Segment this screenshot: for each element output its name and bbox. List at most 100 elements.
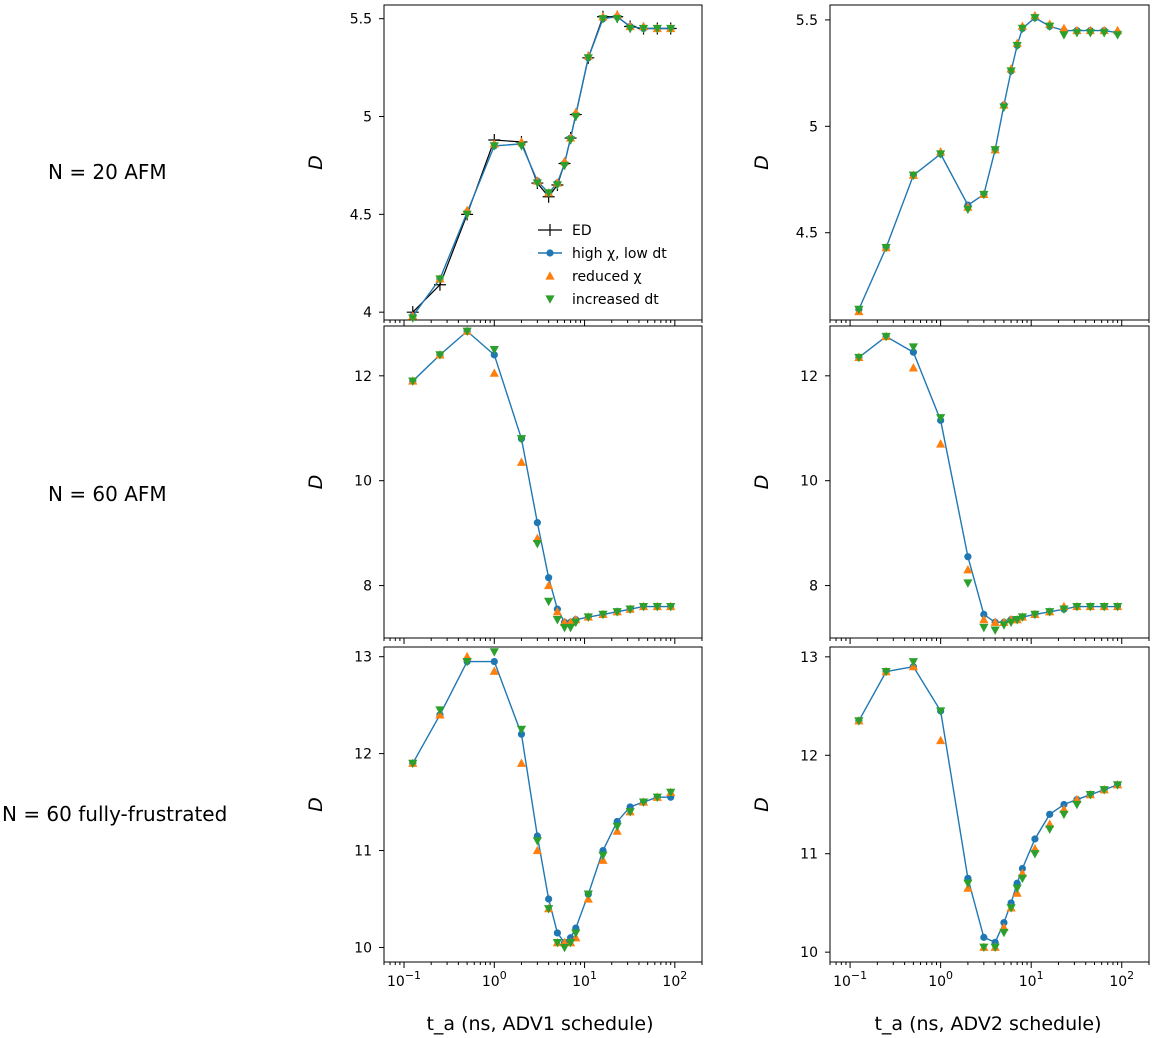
point-increased xyxy=(552,181,562,190)
point-reduced xyxy=(489,666,499,675)
point-increased xyxy=(544,597,554,607)
point-increased xyxy=(638,602,649,612)
point-increased xyxy=(435,275,445,284)
legend-swatch-high xyxy=(546,249,554,257)
row-label-3: N = 60 fully-frustrated xyxy=(2,802,227,826)
point-reduced xyxy=(552,606,562,616)
point-increased xyxy=(908,171,918,181)
point-high xyxy=(545,895,553,903)
point-increased xyxy=(1017,874,1028,884)
point-high xyxy=(1031,835,1039,843)
x-tick-label: 10−1 xyxy=(387,969,421,990)
x-tick-label: 10−1 xyxy=(833,969,867,990)
point-increased xyxy=(583,890,593,899)
panel-row1-col2: 4.5 5 5.5 D xyxy=(751,4,1150,326)
x-axis-label-col1: t_a (ns, ADV1 schedule) xyxy=(426,1013,653,1035)
y-tick-label: 5.5 xyxy=(796,13,818,29)
point-increased xyxy=(979,943,989,953)
y-tick-label: 12 xyxy=(354,747,372,763)
y-tick-label: 11 xyxy=(800,847,818,863)
point-increased xyxy=(999,621,1009,630)
point-increased xyxy=(854,353,864,363)
row-label-1: N = 20 AFM xyxy=(48,160,167,184)
row-label-2: N = 60 AFM xyxy=(48,482,167,506)
point-increased xyxy=(565,939,576,948)
point-increased xyxy=(1085,602,1095,612)
y-tick-label: 8 xyxy=(809,579,818,595)
y-axis-label: D xyxy=(305,475,327,490)
x-tick-label: 101 xyxy=(1019,969,1044,990)
point-reduced xyxy=(565,617,576,626)
point-reduced xyxy=(1059,23,1069,33)
point-increased xyxy=(963,205,973,215)
point-increased xyxy=(435,706,445,715)
point-increased xyxy=(571,929,581,938)
point-increased xyxy=(936,150,946,159)
point-increased xyxy=(999,103,1009,112)
y-axis-label: D xyxy=(751,797,773,812)
series-line-high xyxy=(858,335,1118,623)
y-axis-label: D xyxy=(305,797,327,812)
point-increased xyxy=(936,707,946,716)
point-increased xyxy=(652,793,662,803)
point-increased xyxy=(489,648,499,657)
y-tick-label: 10 xyxy=(800,474,818,490)
point-increased xyxy=(990,146,1000,155)
point-increased xyxy=(963,879,973,889)
y-tick-label: 4.5 xyxy=(796,226,818,242)
x-tick-label: 101 xyxy=(572,969,597,990)
point-increased xyxy=(881,332,891,342)
x-axis-label-col2: t_a (ns, ADV2 schedule) xyxy=(874,1013,1101,1035)
point-increased xyxy=(435,351,445,360)
point-increased xyxy=(999,928,1009,938)
point-increased xyxy=(1099,786,1109,795)
panel-row3-col2: 10 11 12 13 10−1 100 101 102 D xyxy=(751,646,1150,990)
point-increased xyxy=(979,623,989,633)
point-increased xyxy=(1017,24,1028,34)
point-increased xyxy=(489,142,499,151)
panel-frame xyxy=(829,325,1150,639)
y-tick-label: 8 xyxy=(363,579,372,595)
y-axis-label: D xyxy=(751,475,773,490)
point-high xyxy=(490,657,498,666)
point-high xyxy=(980,933,988,941)
panel-row3-col1: 10 11 12 13 10−1 100 101 102 D xyxy=(305,646,703,990)
point-increased xyxy=(559,943,570,953)
panel-frame xyxy=(383,646,703,963)
point-reduced xyxy=(963,565,973,574)
point-reduced xyxy=(544,580,554,590)
point-increased xyxy=(598,851,608,861)
point-increased xyxy=(544,189,554,198)
point-reduced xyxy=(516,457,527,466)
point-increased xyxy=(963,579,973,588)
point-increased xyxy=(552,616,562,625)
point-reduced xyxy=(908,363,918,372)
point-increased xyxy=(1059,605,1069,614)
point-reduced xyxy=(532,533,542,542)
point-increased xyxy=(1012,41,1022,51)
point-increased xyxy=(612,822,622,832)
legend-swatch-reduced xyxy=(545,271,555,280)
y-tick-label: 13 xyxy=(354,650,372,666)
point-increased xyxy=(625,24,635,34)
point-reduced xyxy=(936,439,946,448)
panel-row1-col1: 4 4.5 5 5.5 D xyxy=(305,4,703,326)
point-increased xyxy=(598,610,608,620)
panel-frame xyxy=(829,646,1150,963)
point-increased xyxy=(516,142,527,151)
panel-frame xyxy=(829,4,1150,321)
legend-label-reduced: reduced χ xyxy=(572,269,642,285)
y-tick-label: 11 xyxy=(354,844,372,860)
point-increased xyxy=(1045,608,1055,617)
point-reduced xyxy=(516,758,527,767)
point-high xyxy=(980,610,988,619)
point-increased xyxy=(1112,781,1123,790)
y-tick-label: 4 xyxy=(363,305,372,321)
point-increased xyxy=(1072,602,1082,612)
x-tick-label: 102 xyxy=(1109,969,1134,990)
point-increased xyxy=(1085,791,1095,800)
point-reduced xyxy=(990,617,1000,626)
x-tick-label: 100 xyxy=(482,969,507,990)
point-increased xyxy=(652,24,662,34)
